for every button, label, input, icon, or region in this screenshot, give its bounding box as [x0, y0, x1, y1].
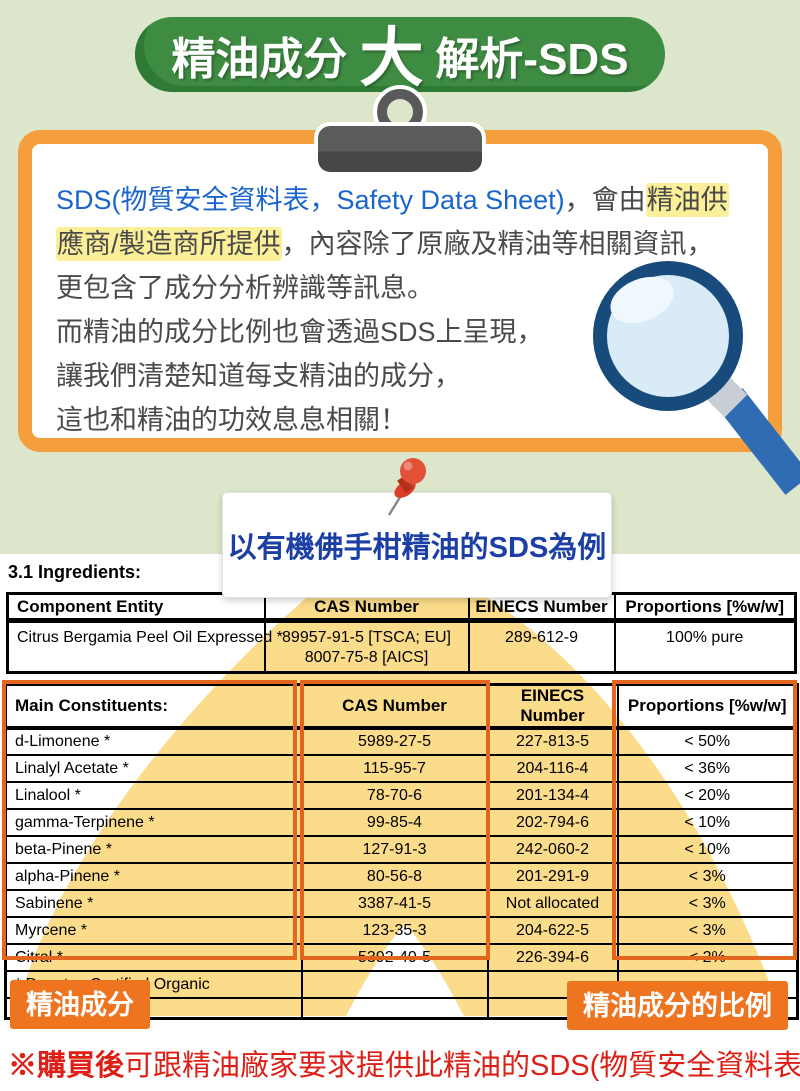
column-header: Main Constituents:: [4, 683, 303, 730]
text-line-1: SDS(物質安全資料表，Safety Data Sheet)，會由精油供: [56, 183, 729, 217]
footer-note-rest: 可跟精油廠家要求提供此精油的SDS(物質安全資料表): [124, 1050, 800, 1082]
proportion-cell: < 20%: [616, 781, 799, 810]
text-line-3: 更包含了成分分析辨識等訊息。: [56, 273, 434, 303]
highlight-text: 應商/製造商所提供: [56, 227, 282, 261]
highlight-text: 精油供: [645, 183, 729, 217]
text-line-4: 而精油的成分比例也會透過SDS上呈現，: [56, 317, 544, 347]
page-title-banner: 精油成分 大 解析-SDS: [135, 17, 665, 94]
title-text-left: 精油成分: [171, 34, 348, 84]
info-card-text: SDS(物質安全資料表，Safety Data Sheet)，會由精油供 應商/…: [56, 178, 766, 442]
table-header-row: Main Constituents: CAS Number EINECS Num…: [4, 683, 799, 730]
cas-cell: 115-95-7: [300, 754, 489, 783]
ingredients-table: Component Entity CAS Number EINECS Numbe…: [6, 592, 797, 674]
proportions-highlight-box: [612, 680, 797, 960]
proportion-cell: < 3%: [616, 916, 799, 945]
proportion-cell: < 3%: [616, 889, 799, 918]
einecs-cell: 204-622-5: [486, 916, 619, 945]
proportion-cell: < 10%: [616, 835, 799, 864]
einecs-cell: 242-060-2: [486, 835, 619, 864]
cas-cell: 80-56-8: [300, 862, 489, 891]
einecs-cell: 201-134-4: [486, 781, 619, 810]
text-line-2: 應商/製造商所提供，內容除了原廠及精油等相關資訊，: [56, 227, 714, 261]
table-row: Linalyl Acetate * 115-95-7 204-116-4 < 3…: [4, 754, 799, 783]
magnifier-icon: [593, 261, 800, 495]
cas-highlight-box: [300, 680, 490, 960]
table-row: gamma-Terpinene * 99-85-4 202-794-6 < 10…: [4, 808, 799, 837]
cas-cell: 127-91-3: [300, 835, 489, 864]
example-label-card: 以有機佛手柑精油的SDS為例: [222, 492, 612, 598]
component-cell: Sabinene *: [4, 889, 303, 918]
component-cell: beta-Pinene *: [4, 835, 303, 864]
table-row: Myrcene * 123-35-3 204-622-5 < 3%: [4, 916, 799, 945]
constituents-table: Main Constituents: CAS Number EINECS Num…: [4, 683, 799, 1020]
footer-note-bold: ※購買後: [8, 1050, 125, 1082]
einecs-cell: 227-813-5: [486, 727, 619, 756]
title-big-char: 大: [359, 21, 424, 94]
text-line-6: 這也和精油的功效息息相關！: [56, 405, 407, 435]
cas-cell: 89957-91-5 [TSCA; EU] 8007-75-8 [AICS]: [263, 619, 470, 674]
cas-cell: 99-85-4: [300, 808, 489, 837]
column-header: Proportions [%w/w]: [616, 683, 799, 730]
einecs-cell: 201-291-9: [486, 862, 619, 891]
proportion-cell: < 36%: [616, 754, 799, 783]
component-cell: Citrus Bergamia Peel Oil Expressed *: [6, 619, 283, 674]
component-cell: alpha-Pinene *: [4, 862, 303, 891]
example-label-text: 以有機佛手柑精油的SDS為例: [227, 532, 607, 564]
cas-cell: 123-35-3: [300, 916, 489, 945]
callout-proportions-label: 精油成分的比例: [567, 981, 788, 1030]
component-cell: d-Limonene *: [4, 727, 303, 756]
sds-section-heading: 3.1 Ingredients:: [8, 562, 142, 582]
table-row: Linalool * 78-70-6 201-134-4 < 20%: [4, 781, 799, 810]
component-cell: Linalool *: [4, 781, 303, 810]
cas-cell: 3387-41-5: [300, 889, 489, 918]
einecs-cell: 289-612-9: [467, 619, 616, 674]
table-row: d-Limonene * 5989-27-5 227-813-5 < 50%: [4, 727, 799, 756]
clipboard-clip-icon: [314, 122, 486, 176]
table-row: Sabinene * 3387-41-5 Not allocated < 3%: [4, 889, 799, 918]
proportion-cell: < 3%: [616, 862, 799, 891]
footer-note: ※購買後可跟精油廠家要求提供此精油的SDS(物質安全資料表): [8, 1042, 800, 1084]
einecs-cell: Not allocated: [486, 889, 619, 918]
einecs-cell: 226-394-6: [486, 943, 619, 972]
column-header: Component Entity: [6, 592, 266, 623]
column-header: Proportions [%w/w]: [613, 592, 797, 623]
proportion-cell: 100% pure: [613, 619, 797, 674]
component-cell: gamma-Terpinene *: [4, 808, 303, 837]
proportion-cell: < 10%: [616, 808, 799, 837]
table-row: Citrus Bergamia Peel Oil Expressed * 899…: [6, 619, 797, 674]
einecs-cell: 202-794-6: [486, 808, 619, 837]
table-row: beta-Pinene * 127-91-3 242-060-2 < 10%: [4, 835, 799, 864]
einecs-cell: 204-116-4: [486, 754, 619, 783]
column-header: EINECS Number: [486, 683, 619, 730]
sds-term-text: SDS(物質安全資料表，Safety Data Sheet): [56, 185, 565, 215]
column-header: CAS Number: [300, 683, 489, 730]
proportion-cell: < 50%: [616, 727, 799, 756]
title-text-right: 解析-SDS: [435, 34, 629, 84]
components-highlight-box: [2, 680, 297, 960]
component-cell: Myrcene *: [4, 916, 303, 945]
info-card: [18, 130, 782, 452]
callout-components-label: 精油成分: [10, 980, 150, 1029]
text-line-5: 讓我們清楚知道每支精油的成分，: [56, 361, 461, 391]
table-header-row: Component Entity CAS Number EINECS Numbe…: [6, 592, 797, 623]
pushpin-icon: [387, 458, 426, 516]
table-row: alpha-Pinene * 80-56-8 201-291-9 < 3%: [4, 862, 799, 891]
